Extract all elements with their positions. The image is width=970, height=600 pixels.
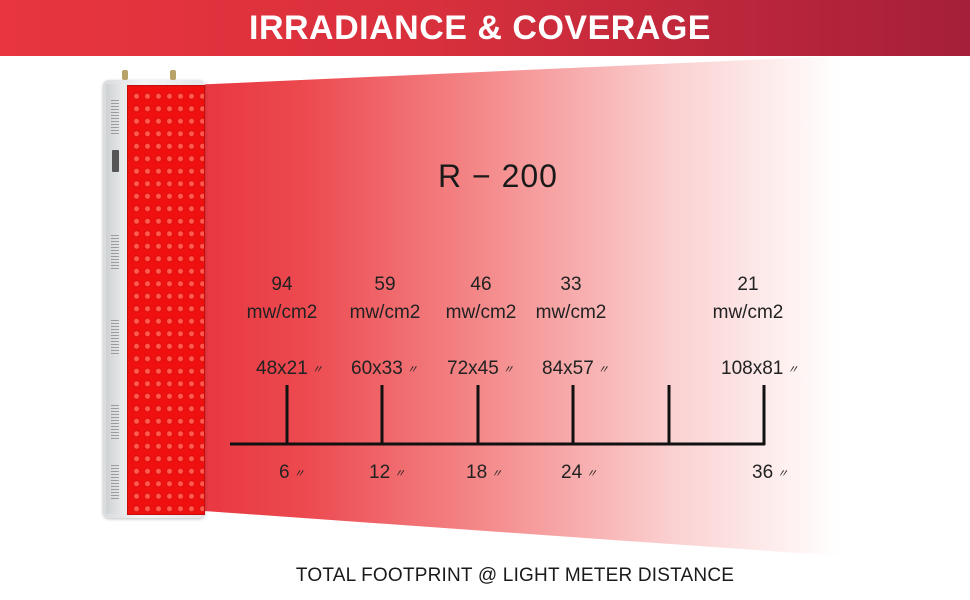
irradiance-label: 59 mw/cm2 xyxy=(325,271,445,327)
irradiance-value: 33 xyxy=(560,274,582,295)
coverage-size: 72x45 〃 xyxy=(447,358,514,380)
irradiance-unit: mw/cm2 xyxy=(246,302,318,323)
inch-mark: 〃 xyxy=(597,364,609,376)
inch-mark: 〃 xyxy=(586,468,598,480)
coverage-size-value: 84x57 xyxy=(542,358,594,379)
distance-label: 36 〃 xyxy=(752,462,788,484)
vent-icon xyxy=(111,235,119,271)
banner-title: IRRADIANCE & COVERAGE xyxy=(249,8,711,47)
irradiance-label: 33 mw/cm2 xyxy=(511,271,631,327)
inch-mark: 〃 xyxy=(394,468,406,480)
irradiance-value: 59 xyxy=(374,274,396,295)
distance-label: 18 〃 xyxy=(466,462,502,484)
inch-mark: 〃 xyxy=(787,364,799,376)
irradiance-value: 21 xyxy=(737,274,759,295)
inch-mark: 〃 xyxy=(777,468,789,480)
coverage-size-value: 72x45 xyxy=(447,358,499,379)
coverage-size-value: 48x21 xyxy=(256,358,308,379)
header-banner: IRRADIANCE & COVERAGE xyxy=(0,0,970,56)
distance-label: 6 〃 xyxy=(279,462,305,484)
inch-mark: 〃 xyxy=(502,364,514,376)
inch-mark: 〃 xyxy=(293,468,305,480)
inch-mark: 〃 xyxy=(311,364,323,376)
coverage-size: 108x81 〃 xyxy=(721,358,798,380)
distance-value: 24 xyxy=(561,462,583,483)
coverage-size: 84x57 〃 xyxy=(542,358,609,380)
irradiance-unit: mw/cm2 xyxy=(535,302,607,323)
vent-icon xyxy=(111,405,119,441)
panel-side-housing xyxy=(106,84,124,514)
irradiance-label: 46 mw/cm2 xyxy=(421,271,541,327)
irradiance-unit: mw/cm2 xyxy=(349,302,421,323)
irradiance-unit: mw/cm2 xyxy=(712,302,784,323)
inch-mark: 〃 xyxy=(491,468,503,480)
model-name: R − 200 xyxy=(438,158,558,194)
inch-mark: 〃 xyxy=(406,364,418,376)
vent-icon xyxy=(111,100,119,136)
irradiance-label: 21 mw/cm2 xyxy=(688,271,808,327)
footer-caption: TOTAL FOOTPRINT @ LIGHT METER DISTANCE xyxy=(295,565,735,586)
panel-knob-icon xyxy=(122,70,128,80)
panel-knob-icon xyxy=(170,70,176,80)
distance-value: 36 xyxy=(752,462,774,483)
irradiance-value: 94 xyxy=(271,274,293,295)
irradiance-label: 94 mw/cm2 xyxy=(222,271,342,327)
vent-icon xyxy=(111,320,119,356)
coverage-size-value: 108x81 xyxy=(721,358,784,379)
coverage-size-value: 60x33 xyxy=(351,358,403,379)
distance-value: 6 xyxy=(279,462,290,483)
irradiance-unit: mw/cm2 xyxy=(445,302,517,323)
distance-label: 12 〃 xyxy=(369,462,405,484)
distance-value: 18 xyxy=(466,462,488,483)
panel-port-icon xyxy=(112,150,119,172)
distance-label: 24 〃 xyxy=(561,462,597,484)
coverage-size: 60x33 〃 xyxy=(351,358,418,380)
vent-icon xyxy=(111,465,119,501)
distance-value: 12 xyxy=(369,462,391,483)
irradiance-value: 46 xyxy=(470,274,492,295)
led-array xyxy=(127,85,205,515)
coverage-size: 48x21 〃 xyxy=(256,358,323,380)
